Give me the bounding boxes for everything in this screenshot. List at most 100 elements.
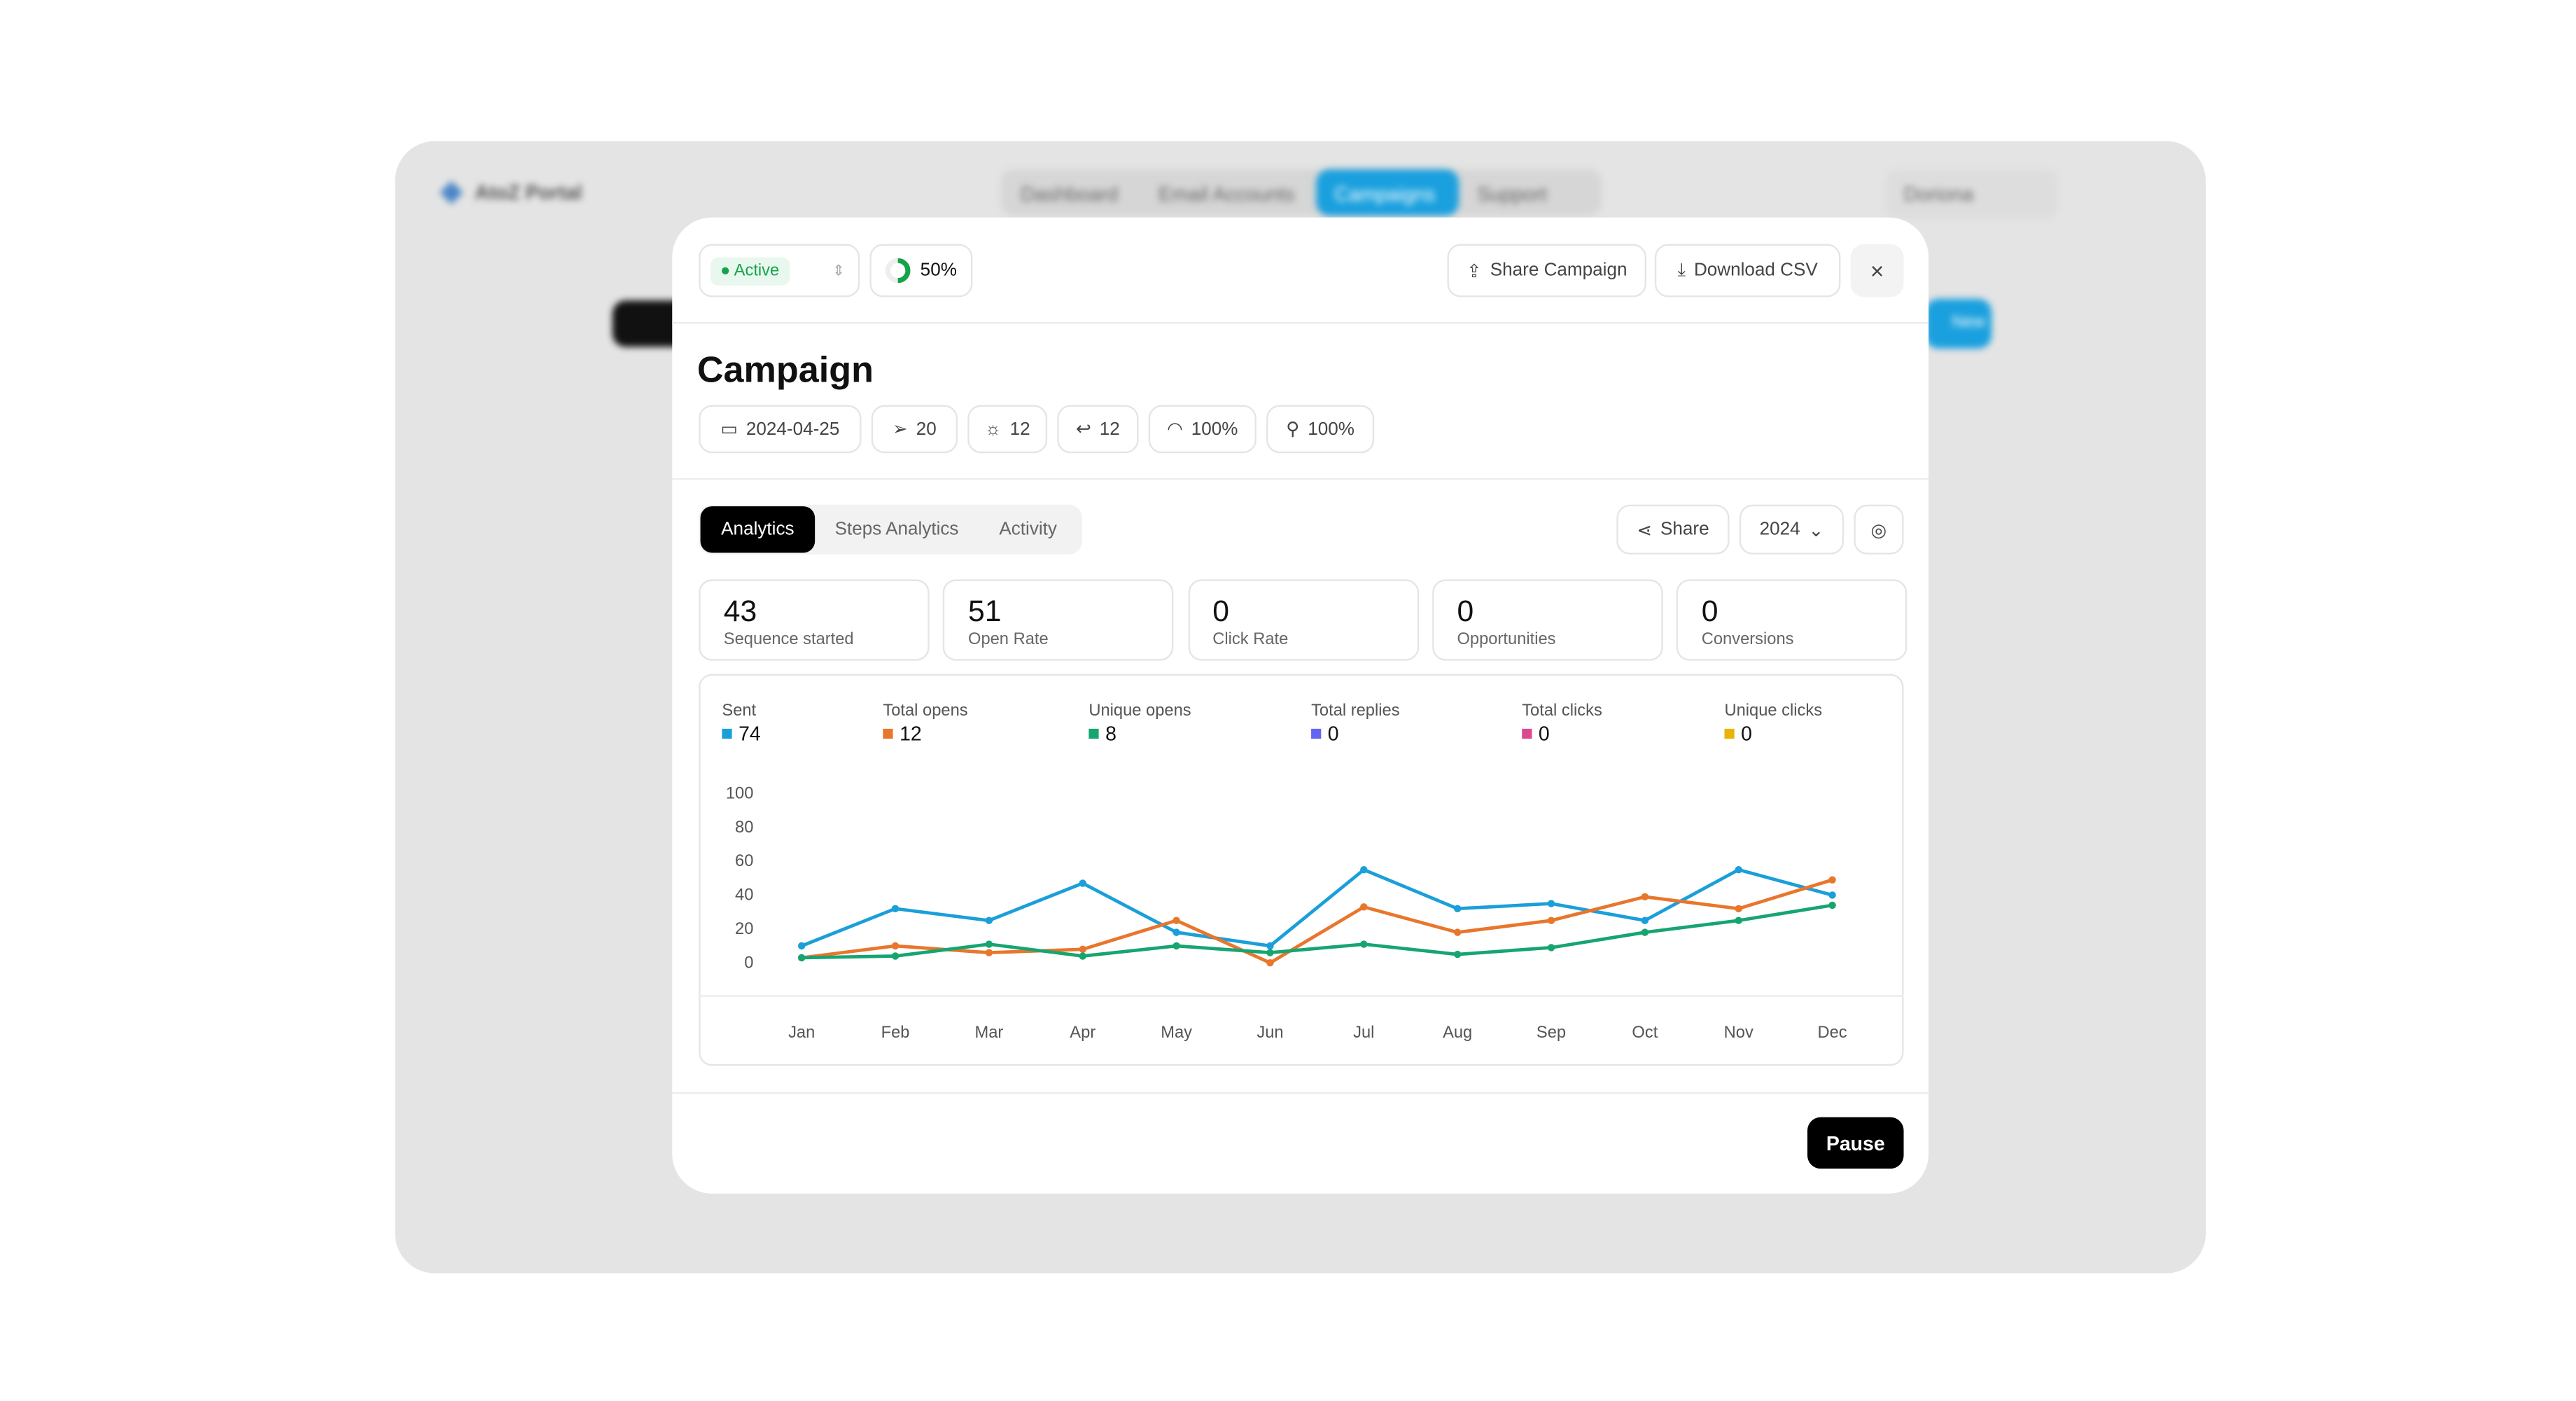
nav-item-active[interactable]: Campaigns: [1316, 169, 1460, 216]
x-tick-label: May: [1161, 1024, 1192, 1042]
legend-value: 0: [1328, 723, 1339, 745]
data-point: [1453, 950, 1462, 959]
metric-label: Click Rate: [1212, 630, 1289, 650]
brand-name: AtoZ Portal: [475, 181, 582, 204]
series-line: [801, 867, 1833, 948]
legend-label: Total clicks: [1522, 702, 1602, 720]
legend-swatch: [1522, 728, 1532, 739]
settings-button[interactable]: ◎: [1854, 504, 1904, 555]
tab-active[interactable]: Analytics: [700, 506, 816, 553]
progress: 50%: [869, 244, 973, 298]
chart-card: Sent 74 Total opens 12 Unique opens 8 Total re…: [699, 674, 1904, 1066]
data-point: [985, 949, 993, 956]
y-tick-label: 100: [726, 784, 754, 802]
data-point: [1828, 891, 1836, 899]
metric-label: Sequence started: [723, 630, 854, 650]
data-point: [1172, 928, 1180, 936]
legend-swatch: [1724, 728, 1735, 739]
data-point: [1360, 940, 1368, 948]
divider: [672, 478, 1929, 480]
data-point: [797, 954, 806, 962]
legend-label: Unique opens: [1088, 702, 1191, 720]
legend-swatch: [883, 728, 893, 739]
label: Share: [1660, 520, 1709, 540]
status-select[interactable]: ● Active ⇕: [699, 244, 860, 298]
metric-value: 43: [723, 594, 757, 628]
divider: [672, 321, 1929, 324]
label: Download CSV: [1693, 260, 1818, 281]
nav-item[interactable]: Dashboard: [1021, 182, 1119, 207]
metric-card: 51 Open Rate: [943, 579, 1175, 661]
chip-value: 20: [916, 419, 937, 440]
legend-value: 74: [738, 723, 761, 745]
tabs: Analytics Steps Analytics Activity: [699, 504, 1082, 555]
legend-value: 12: [899, 723, 922, 745]
data-point: [1453, 905, 1462, 913]
y-tick-label: 20: [735, 920, 753, 938]
x-tick-label: Nov: [1724, 1024, 1754, 1042]
share-campaign-button[interactable]: ⇪ Share Campaign: [1447, 244, 1647, 298]
pause-button[interactable]: Pause: [1807, 1117, 1904, 1169]
metric-label: Open Rate: [967, 630, 1049, 650]
year-select[interactable]: 2024 ⌄: [1739, 504, 1844, 555]
legend-swatch: [722, 728, 732, 739]
metric-card: 0 Opportunities: [1432, 579, 1663, 661]
nav-item[interactable]: Email Accounts: [1158, 182, 1295, 207]
data-point: [1453, 928, 1462, 936]
data-point: [1828, 876, 1836, 884]
data-point: [985, 916, 993, 924]
data-point: [1828, 901, 1836, 909]
data-point: [797, 942, 806, 950]
data-point: [1172, 916, 1180, 924]
x-tick-label: Dec: [1818, 1024, 1847, 1042]
chart: Sent 74 Total opens 12 Unique opens 8 Total re…: [699, 702, 1904, 1042]
y-tick-label: 80: [735, 818, 753, 837]
data-point: [891, 952, 899, 960]
series-line: [802, 903, 1833, 960]
metric-value: 0: [1212, 594, 1229, 628]
data-point: [1641, 916, 1649, 924]
divider: [672, 1092, 1929, 1094]
share-button[interactable]: ⋖ Share: [1616, 504, 1730, 555]
chip: ⚲ 100%: [1266, 405, 1375, 454]
download-csv-button[interactable]: ⤓ Download CSV: [1654, 244, 1841, 298]
x-tick-label: Sep: [1536, 1024, 1566, 1042]
x-tick-label: Mar: [974, 1024, 1003, 1042]
metric-value: 51: [967, 594, 1002, 628]
status-badge: ● Active: [710, 256, 790, 285]
metric-value: 0: [1701, 594, 1718, 628]
metric-card: 43 Sequence started: [699, 579, 930, 661]
metric-label: Opportunities: [1457, 630, 1556, 650]
data-point: [1641, 893, 1649, 901]
chip-value: 100%: [1191, 419, 1238, 440]
brand-logo: [440, 181, 463, 204]
x-tick-label: Aug: [1443, 1024, 1472, 1042]
tab[interactable]: Activity: [999, 520, 1057, 540]
data-point: [1735, 916, 1742, 924]
y-tick-label: 40: [735, 886, 753, 905]
metric-card: 0 Click Rate: [1187, 579, 1419, 661]
data-point: [1266, 959, 1274, 967]
legend-value: 0: [1741, 723, 1752, 745]
tab[interactable]: Steps Analytics: [834, 520, 959, 540]
data-point: [985, 940, 993, 948]
nav-item[interactable]: Support: [1477, 182, 1547, 207]
y-tick-label: 0: [744, 954, 753, 972]
new-button[interactable]: New: [1925, 298, 1992, 349]
user-select[interactable]: Doriona: [1885, 169, 2059, 219]
data-point: [1735, 865, 1742, 874]
legend-value: 0: [1539, 723, 1550, 745]
data-point: [1360, 903, 1368, 911]
chip: ▭ 2024-04-25: [699, 405, 862, 454]
chip: ➢ 20: [871, 405, 958, 454]
x-tick-label: Jul: [1353, 1024, 1374, 1042]
close-button[interactable]: ×: [1850, 244, 1904, 298]
data-point: [1079, 945, 1086, 954]
chip: ↩ 12: [1057, 405, 1139, 454]
chip: ☼ 12: [967, 405, 1048, 454]
data-point: [891, 942, 899, 950]
brand: AtoZ Portal: [438, 179, 582, 206]
legend-label: Total opens: [883, 702, 967, 720]
